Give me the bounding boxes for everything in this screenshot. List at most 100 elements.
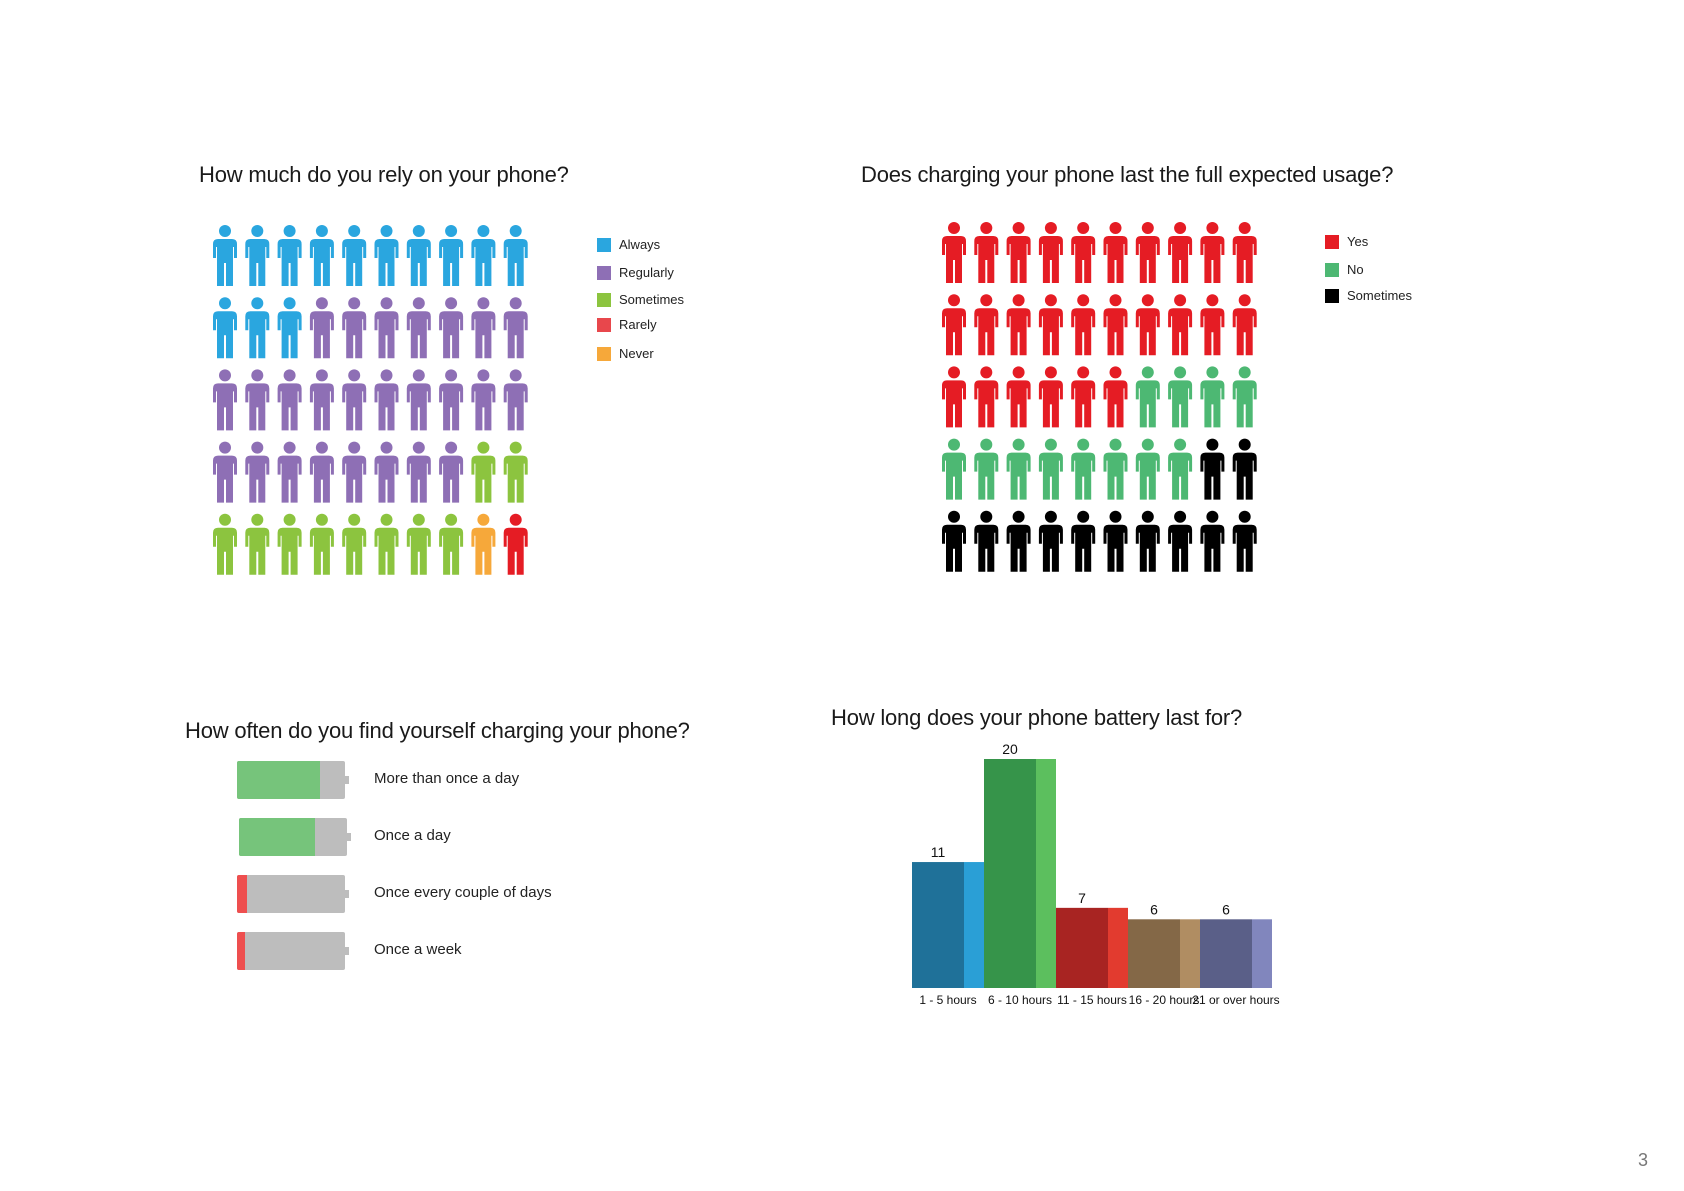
person-figure-always [277, 225, 302, 286]
person-figure-never [471, 513, 496, 575]
bar-value-label: 7 [1078, 890, 1086, 906]
legend-item-sometimes: Sometimes [1325, 288, 1412, 303]
person-figure-yes [942, 222, 966, 283]
person-figure-always [213, 225, 237, 286]
legend-swatch [1325, 288, 1339, 303]
legend-label: Sometimes [1347, 288, 1413, 303]
person-figure-no [1006, 438, 1031, 500]
person-figure-yes [1006, 222, 1031, 283]
page-number: 3 [1638, 1150, 1649, 1170]
person-figure-always [245, 297, 270, 359]
person-figure-regularly [309, 441, 334, 503]
person-figure-sometimes [406, 513, 431, 575]
person-figure-no [1038, 438, 1063, 500]
person-figure-always [277, 297, 302, 359]
bar [984, 759, 1056, 988]
bar-side [1036, 759, 1056, 988]
person-figure-yes [1071, 366, 1096, 428]
battery-label: Once every couple of days [374, 884, 552, 901]
person-figure-regularly [439, 297, 464, 359]
person-figure-yes [1103, 366, 1128, 428]
person-figure-yes [1071, 294, 1096, 356]
battery-nub [345, 890, 349, 898]
person-figure-sometimes [1071, 510, 1096, 572]
person-figure-yes [1200, 294, 1225, 356]
battery-nub [347, 833, 351, 841]
bar [1128, 919, 1200, 988]
legend-swatch [597, 292, 611, 307]
person-figure-sometimes [1200, 510, 1225, 572]
battery-icon [237, 875, 349, 913]
person-figure-sometimes [503, 441, 528, 503]
person-figure-yes [942, 366, 966, 428]
person-figure-regularly [245, 369, 270, 431]
rely-pictogram [213, 225, 528, 575]
battery-row: Once a day [237, 818, 451, 856]
person-figure-rarely [503, 513, 528, 575]
person-figure-no [1200, 366, 1225, 428]
person-figure-regularly [374, 369, 399, 431]
person-figure-regularly [374, 441, 399, 503]
person-figure-sometimes [374, 513, 399, 575]
bar [912, 862, 984, 988]
person-figure-regularly [309, 297, 334, 359]
legend-swatch [597, 265, 611, 280]
person-figure-yes [1006, 294, 1031, 356]
person-figure-sometimes [942, 510, 966, 572]
bar-front [984, 759, 1036, 988]
battery-row: More than once a day [237, 761, 519, 799]
person-figure-always [309, 225, 334, 286]
bar-side [1180, 919, 1200, 988]
person-figure-regularly [503, 297, 528, 359]
person-figure-yes [1135, 294, 1160, 356]
legend-item-yes: Yes [1325, 234, 1368, 249]
legend-item-rarely: Rarely [597, 317, 657, 332]
person-figure-yes [1038, 222, 1063, 283]
person-figure-no [1168, 366, 1193, 428]
person-figure-yes [1071, 222, 1096, 283]
person-figure-always [213, 297, 237, 359]
person-figure-regularly [406, 369, 431, 431]
x-tick-label: 6 - 10 hours [988, 993, 1052, 1007]
person-figure-always [245, 225, 270, 286]
person-figure-no [942, 438, 966, 500]
legend-item-regularly: Regularly [597, 265, 674, 280]
legend-label: Yes [1347, 234, 1369, 249]
person-figure-no [1103, 438, 1128, 500]
person-figure-regularly [439, 441, 464, 503]
person-figure-sometimes [213, 513, 237, 575]
legend-label: Rarely [619, 317, 657, 332]
bar-side [1252, 919, 1272, 988]
legend-label: Always [619, 237, 661, 252]
battery-label: Once a day [374, 827, 451, 844]
battery-icon [239, 818, 351, 856]
person-figure-no [1232, 366, 1257, 428]
person-figure-sometimes [1168, 510, 1193, 572]
legend-swatch [597, 237, 611, 252]
person-figure-yes [1135, 222, 1160, 283]
person-figure-yes [942, 294, 966, 356]
bar [1200, 919, 1272, 988]
person-figure-always [439, 225, 464, 286]
legend-label: Sometimes [619, 292, 685, 307]
person-figure-regularly [471, 369, 496, 431]
person-figure-regularly [245, 441, 270, 503]
battery-label: Once a week [374, 941, 462, 958]
bar-side [964, 862, 984, 988]
battery-life-chart-title: How long does your phone battery last fo… [831, 705, 1243, 730]
person-figure-yes [974, 366, 999, 428]
charging-last-chart-title: Does charging your phone last the full e… [861, 162, 1394, 187]
battery-row: Once every couple of days [237, 875, 552, 913]
bar-front [1056, 907, 1108, 988]
person-figure-sometimes [1232, 438, 1257, 500]
person-figure-always [406, 225, 431, 286]
person-figure-sometimes [974, 510, 999, 572]
battery-icon [237, 761, 349, 799]
person-figure-regularly [342, 369, 367, 431]
charging-last-pictogram [942, 222, 1257, 572]
person-figure-sometimes [471, 441, 496, 503]
legend-label: Never [619, 346, 654, 361]
person-figure-regularly [213, 441, 237, 503]
person-figure-yes [974, 294, 999, 356]
person-figure-regularly [439, 369, 464, 431]
